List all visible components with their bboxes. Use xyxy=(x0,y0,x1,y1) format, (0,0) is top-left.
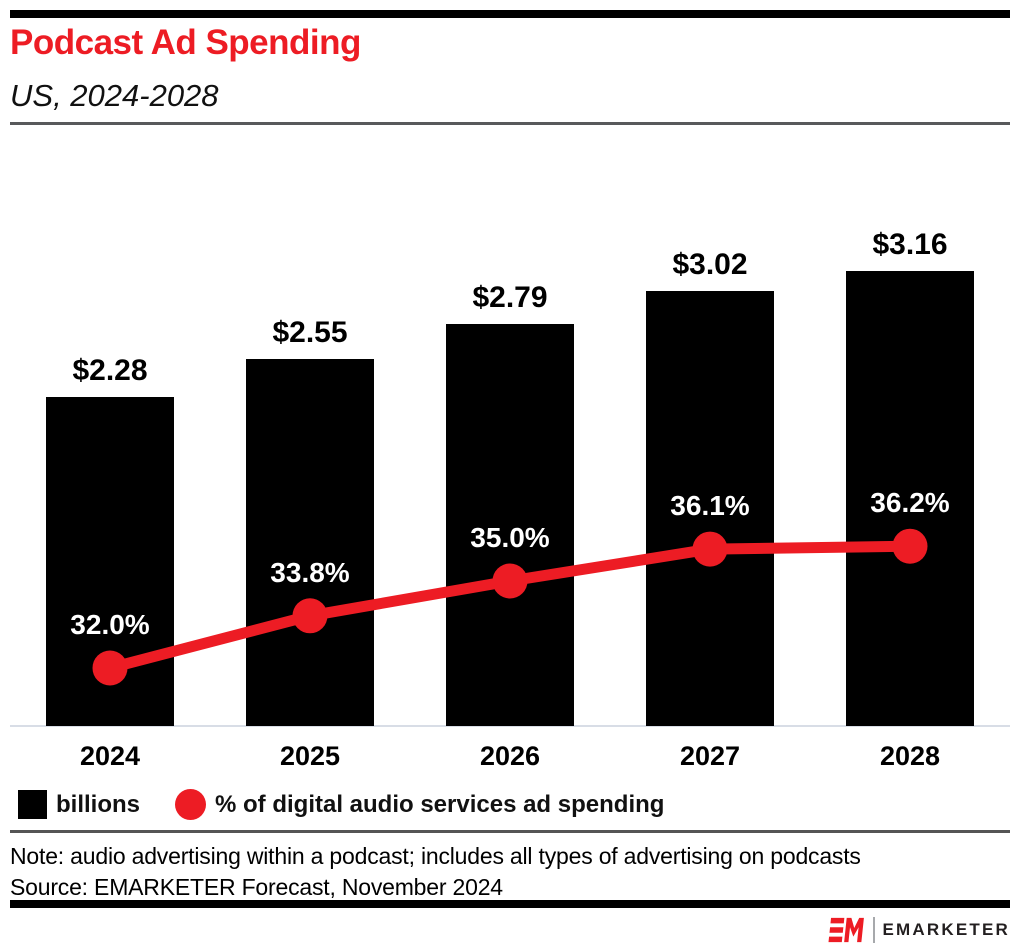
legend-label-percent: % of digital audio services ad spending xyxy=(215,790,665,818)
source-text: Source: EMARKETER Forecast, November 202… xyxy=(10,874,503,900)
bar-2024 xyxy=(46,397,174,726)
x-tick-label-2027: 2027 xyxy=(679,741,741,771)
bar-value-label-2027: $3.02 xyxy=(672,247,748,281)
note-text: Note: audio advertising within a podcast… xyxy=(10,843,861,869)
percent-label-2024: 32.0% xyxy=(70,609,150,640)
page-title: Podcast Ad Spending xyxy=(10,23,361,62)
legend-swatch-billions xyxy=(18,790,47,819)
emarketer-brand: EMARKETER xyxy=(828,915,1010,945)
legend-swatch-percent xyxy=(175,789,206,820)
bar-value-label-2026: $2.79 xyxy=(472,280,548,314)
page-subtitle: US, 2024-2028 xyxy=(10,78,219,113)
emarketer-logo-monogram xyxy=(828,917,864,943)
footnote-divider xyxy=(10,830,1010,833)
percent-label-2028: 36.2% xyxy=(870,487,950,519)
x-tick-label-2028: 2028 xyxy=(879,741,941,771)
chart-legend: billions % of digital audio services ad … xyxy=(18,788,664,821)
top-rule xyxy=(10,10,1010,18)
legend-label-billions: billions xyxy=(56,790,140,818)
percent-label-2027: 36.1% xyxy=(670,490,750,522)
x-tick-label-2024: 2024 xyxy=(79,741,141,771)
x-axis-baseline xyxy=(10,725,1010,727)
emarketer-wordmark: EMARKETER xyxy=(882,920,1010,939)
percent-label-2025: 33.8% xyxy=(270,556,350,588)
bar-value-label-2024: $2.28 xyxy=(72,354,148,388)
bar-2025 xyxy=(246,358,374,726)
logo-divider xyxy=(872,917,875,943)
x-tick-label-2026: 2026 xyxy=(479,741,541,771)
x-tick-label-2025: 2025 xyxy=(279,741,341,771)
percent-label-2026: 35.0% xyxy=(470,522,550,553)
bottom-rule xyxy=(10,900,1010,908)
bar-value-label-2025: $2.55 xyxy=(272,315,348,349)
header-divider xyxy=(10,122,1010,125)
bar-value-label-2028: $3.16 xyxy=(872,227,948,261)
